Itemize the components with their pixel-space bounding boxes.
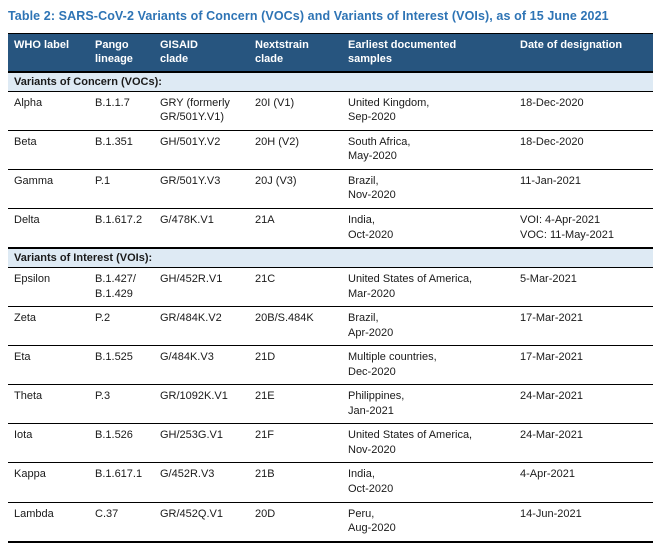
table-row-eta: Eta B.1.525 G/484K.V3 21D Multiple count… <box>8 345 653 386</box>
table-row-delta: Delta B.1.617.2 G/478K.V1 21A India, Oct… <box>8 208 653 249</box>
cell-who-label: Gamma <box>8 169 89 209</box>
cell-gisaid-clade: GRY (formerly GR/501Y.V1) <box>154 91 249 131</box>
header-row: WHO label Pango lineage GISAID clade Nex… <box>8 32 653 73</box>
table-title: Table 2: SARS-CoV-2 Variants of Concern … <box>8 9 609 23</box>
cell-date-of-designation: 17-Mar-2021 <box>514 306 653 347</box>
cell-gisaid-clade: G/452R.V3 <box>154 462 249 503</box>
document-page: Table 2: SARS-CoV-2 Variants of Concern … <box>8 9 653 543</box>
table-row-zeta: Zeta P.2 GR/484K.V2 20B/S.484K Brazil, A… <box>8 306 653 347</box>
cell-pango-lineage: P.3 <box>89 384 154 425</box>
cell-date-of-designation: VOI: 4-Apr-2021 VOC: 11-May-2021 <box>514 208 653 249</box>
cell-nextstrain-clade: 20B/S.484K <box>249 306 342 347</box>
column-header-who-label: WHO label <box>8 32 89 73</box>
table-row-alpha: Alpha B.1.1.7 GRY (formerly GR/501Y.V1) … <box>8 91 653 131</box>
cell-earliest-samples: South Africa, May-2020 <box>342 130 514 170</box>
cell-who-label: Beta <box>8 130 89 170</box>
cell-pango-lineage: P.1 <box>89 169 154 209</box>
cell-nextstrain-clade: 21C <box>249 267 342 308</box>
cell-nextstrain-clade: 21A <box>249 208 342 249</box>
cell-who-label: Delta <box>8 208 89 249</box>
cell-gisaid-clade: GR/1092K.V1 <box>154 384 249 425</box>
section-label: Variants of Interest (VOIs): <box>8 247 653 269</box>
cell-earliest-samples: Brazil, Nov-2020 <box>342 169 514 209</box>
cell-earliest-samples: United Kingdom, Sep-2020 <box>342 91 514 131</box>
cell-gisaid-clade: GR/501Y.V3 <box>154 169 249 209</box>
cell-pango-lineage: B.1.526 <box>89 423 154 464</box>
cell-who-label: Alpha <box>8 91 89 131</box>
cell-nextstrain-clade: 20H (V2) <box>249 130 342 170</box>
section-label: Variants of Concern (VOCs): <box>8 70 653 92</box>
cell-date-of-designation: 24-Mar-2021 <box>514 384 653 425</box>
cell-earliest-samples: United States of America, Nov-2020 <box>342 423 514 464</box>
cell-date-of-designation: 14-Jun-2021 <box>514 502 653 543</box>
cell-date-of-designation: 18-Dec-2020 <box>514 130 653 170</box>
table-row-gamma: Gamma P.1 GR/501Y.V3 20J (V3) Brazil, No… <box>8 169 653 209</box>
cell-pango-lineage: B.1.617.2 <box>89 208 154 249</box>
column-header-pango-lineage: Pango lineage <box>89 32 154 73</box>
cell-earliest-samples: India, Oct-2020 <box>342 462 514 503</box>
table-row-iota: Iota B.1.526 GH/253G.V1 21F United State… <box>8 423 653 464</box>
cell-who-label: Eta <box>8 345 89 386</box>
table-row-kappa: Kappa B.1.617.1 G/452R.V3 21B India, Oct… <box>8 462 653 503</box>
cell-who-label: Zeta <box>8 306 89 347</box>
cell-earliest-samples: Peru, Aug-2020 <box>342 502 514 543</box>
cell-earliest-samples: United States of America, Mar-2020 <box>342 267 514 308</box>
cell-gisaid-clade: GH/501Y.V2 <box>154 130 249 170</box>
column-header-earliest-samples: Earliest documented samples <box>342 32 514 73</box>
cell-gisaid-clade: GH/452R.V1 <box>154 267 249 308</box>
cell-earliest-samples: Multiple countries, Dec-2020 <box>342 345 514 386</box>
cell-who-label: Epsilon <box>8 267 89 308</box>
cell-nextstrain-clade: 21E <box>249 384 342 425</box>
cell-date-of-designation: 24-Mar-2021 <box>514 423 653 464</box>
cell-earliest-samples: India, Oct-2020 <box>342 208 514 249</box>
cell-date-of-designation: 4-Apr-2021 <box>514 462 653 503</box>
cell-pango-lineage: B.1.427/ B.1.429 <box>89 267 154 308</box>
column-header-gisaid-clade: GISAID clade <box>154 32 249 73</box>
table-row-beta: Beta B.1.351 GH/501Y.V2 20H (V2) South A… <box>8 130 653 170</box>
cell-who-label: Kappa <box>8 462 89 503</box>
table-row-epsilon: Epsilon B.1.427/ B.1.429 GH/452R.V1 21C … <box>8 267 653 308</box>
cell-date-of-designation: 5-Mar-2021 <box>514 267 653 308</box>
cell-nextstrain-clade: 20D <box>249 502 342 543</box>
cell-pango-lineage: B.1.525 <box>89 345 154 386</box>
cell-date-of-designation: 18-Dec-2020 <box>514 91 653 131</box>
cell-nextstrain-clade: 21D <box>249 345 342 386</box>
cell-pango-lineage: C.37 <box>89 502 154 543</box>
cell-gisaid-clade: GR/484K.V2 <box>154 306 249 347</box>
table-row-theta: Theta P.3 GR/1092K.V1 21E Philippines, J… <box>8 384 653 425</box>
table-body: Variants of Concern (VOCs): Alpha B.1.1.… <box>8 70 653 543</box>
cell-who-label: Iota <box>8 423 89 464</box>
cell-nextstrain-clade: 21B <box>249 462 342 503</box>
cell-nextstrain-clade: 20J (V3) <box>249 169 342 209</box>
variants-table: WHO label Pango lineage GISAID clade Nex… <box>8 32 653 543</box>
table-row-lambda: Lambda C.37 GR/452Q.V1 20D Peru, Aug-202… <box>8 502 653 543</box>
cell-nextstrain-clade: 21F <box>249 423 342 464</box>
cell-gisaid-clade: G/478K.V1 <box>154 208 249 249</box>
cell-gisaid-clade: G/484K.V3 <box>154 345 249 386</box>
section-header-vois: Variants of Interest (VOIs): <box>8 247 653 269</box>
table-header: WHO label Pango lineage GISAID clade Nex… <box>8 32 653 73</box>
cell-pango-lineage: B.1.617.1 <box>89 462 154 503</box>
cell-date-of-designation: 17-Mar-2021 <box>514 345 653 386</box>
cell-pango-lineage: P.2 <box>89 306 154 347</box>
section-header-vocs: Variants of Concern (VOCs): <box>8 70 653 92</box>
cell-who-label: Lambda <box>8 502 89 543</box>
cell-earliest-samples: Philippines, Jan-2021 <box>342 384 514 425</box>
cell-who-label: Theta <box>8 384 89 425</box>
cell-nextstrain-clade: 20I (V1) <box>249 91 342 131</box>
cell-pango-lineage: B.1.351 <box>89 130 154 170</box>
cell-gisaid-clade: GR/452Q.V1 <box>154 502 249 543</box>
cell-pango-lineage: B.1.1.7 <box>89 91 154 131</box>
cell-date-of-designation: 11-Jan-2021 <box>514 169 653 209</box>
column-header-nextstrain-clade: Nextstrain clade <box>249 32 342 73</box>
cell-earliest-samples: Brazil, Apr-2020 <box>342 306 514 347</box>
column-header-date-of-designation: Date of designation <box>514 32 653 73</box>
cell-gisaid-clade: GH/253G.V1 <box>154 423 249 464</box>
